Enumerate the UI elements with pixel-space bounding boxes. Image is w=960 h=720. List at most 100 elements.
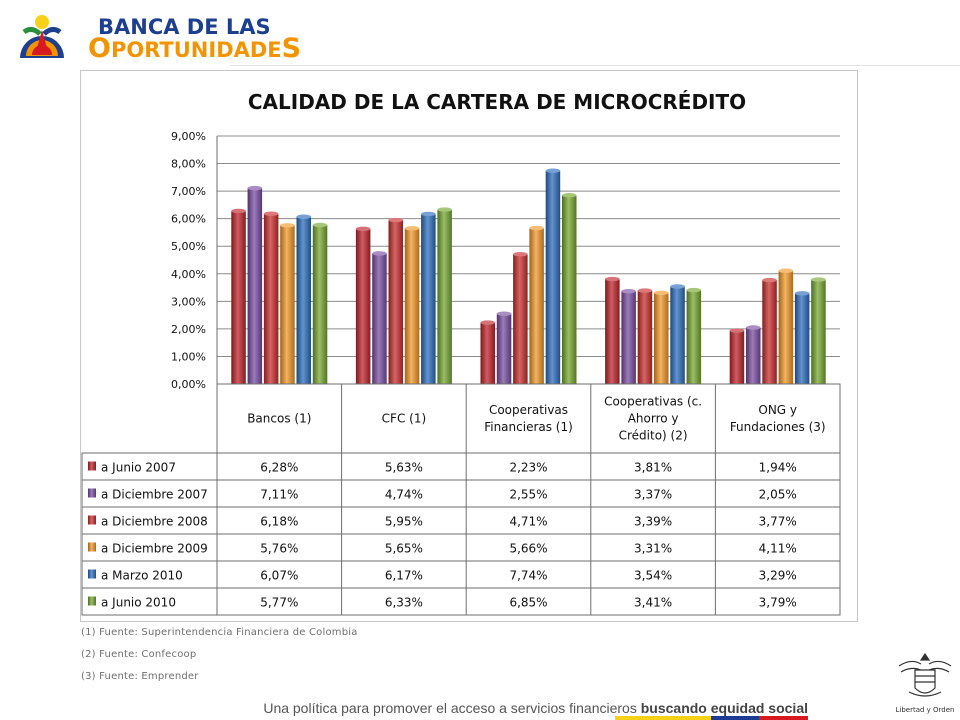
coat-of-arms-seal: Libertad y Orden — [896, 652, 955, 714]
bar — [545, 170, 561, 384]
bar-cap — [372, 251, 387, 256]
table-cell: 4,71% — [509, 515, 547, 529]
bar — [355, 228, 371, 384]
bar — [529, 228, 544, 384]
table-cell: 2,05% — [759, 488, 797, 502]
y-tick-label: 4,00% — [171, 268, 206, 281]
bar-cap — [496, 311, 512, 316]
table-cell: 5,65% — [385, 542, 423, 556]
bar — [811, 279, 826, 384]
bar-cap — [355, 226, 371, 232]
table-cell: 3,81% — [634, 461, 672, 475]
bar — [778, 270, 794, 384]
bar — [480, 322, 495, 384]
category-label: Bancos (1) — [247, 412, 311, 426]
chart-frame — [80, 70, 858, 622]
category-label: CFC (1) — [382, 412, 426, 426]
table-cell: 6,85% — [509, 596, 547, 610]
table-cell: 6,07% — [260, 569, 298, 583]
table-cell: 5,95% — [385, 515, 423, 529]
bar — [280, 225, 295, 384]
table-cell: 3,54% — [634, 569, 672, 583]
slogan-text: Una política para promover el acceso a s… — [263, 700, 641, 716]
bar — [794, 293, 810, 384]
y-tick-label: 3,00% — [171, 295, 206, 308]
bar-cap — [247, 185, 263, 191]
bar — [605, 279, 620, 384]
legend-swatch — [88, 542, 96, 552]
bar — [372, 253, 387, 384]
bar — [421, 213, 436, 384]
logo-line2-first: O — [88, 33, 111, 62]
bar-cap — [437, 207, 452, 212]
logo-emblem-icon — [20, 15, 64, 58]
bar — [729, 330, 745, 384]
table-cell: 2,23% — [509, 461, 547, 475]
condor-icon — [898, 652, 952, 697]
y-tick-label: 5,00% — [171, 240, 206, 253]
banca-oportunidades-logo: BANCA DE LAS OPORTUNIDADES — [20, 15, 301, 62]
bar-cap — [621, 288, 636, 294]
bar-cap — [388, 217, 403, 223]
slogan: Una política para promover el acceso a s… — [0, 700, 808, 716]
bar — [296, 216, 311, 384]
bar — [513, 254, 528, 384]
bar — [654, 292, 669, 384]
bar-cap — [637, 288, 653, 293]
flag-colors-bar — [615, 716, 808, 720]
bar-cap — [605, 276, 620, 282]
bar-cap — [778, 268, 794, 273]
bar — [562, 195, 577, 384]
table-cell: 7,74% — [509, 569, 547, 583]
bar — [247, 188, 263, 384]
bar-cap — [263, 211, 279, 216]
bar — [263, 213, 279, 384]
bar-cap — [296, 214, 311, 219]
bar — [312, 225, 328, 384]
legend-label: a Diciembre 2008 — [101, 515, 208, 529]
legend-label: a Junio 2007 — [101, 461, 176, 475]
table-cell: 3,39% — [634, 515, 672, 529]
legend-label: a Diciembre 2007 — [101, 488, 208, 502]
logo-line1: BANCA DE LAS — [98, 15, 271, 39]
table-cell: 7,11% — [260, 488, 298, 502]
bar-cap — [811, 277, 826, 282]
bar-cap — [312, 222, 328, 228]
table-cell: 6,18% — [260, 515, 298, 529]
table-cell: 6,17% — [385, 569, 423, 583]
category-label: Cooperativas (c. Ahorro y Crédito) (2) — [604, 395, 702, 443]
table-cell: 3,37% — [634, 488, 672, 502]
seal-caption: Libertad y Orden — [896, 706, 955, 714]
bar-cap — [562, 193, 577, 198]
table-cell: 4,11% — [759, 542, 797, 556]
bar — [762, 280, 777, 384]
table-cell: 2,55% — [509, 488, 547, 502]
y-tick-label: 2,00% — [171, 323, 206, 336]
bar — [621, 291, 636, 384]
y-tick-label: 8,00% — [171, 158, 206, 171]
table-cell: 3,77% — [759, 515, 797, 529]
y-tick-label: 7,00% — [171, 185, 206, 198]
table-cell: 4,74% — [385, 488, 423, 502]
table-cell: 5,77% — [260, 596, 298, 610]
legend-label: a Marzo 2010 — [101, 569, 183, 583]
legend-swatch — [88, 569, 96, 579]
y-tick-label: 1,00% — [171, 350, 206, 363]
table-cell: 3,29% — [759, 569, 797, 583]
bar-cap — [729, 328, 745, 333]
bar — [388, 220, 403, 384]
bar-cap — [421, 211, 436, 217]
chart-title: CALIDAD DE LA CARTERA DE MICROCRÉDITO — [248, 90, 746, 114]
y-tick-label: 9,00% — [171, 130, 206, 143]
legend-swatch — [88, 461, 96, 471]
bar — [404, 228, 420, 384]
bar-cap — [670, 284, 685, 289]
footnote-1: (1) Fuente: Superintendencia Financiera … — [81, 627, 358, 638]
bar-cap — [545, 168, 561, 173]
logo-line2-last: S — [282, 33, 301, 62]
table-cell: 6,28% — [260, 461, 298, 475]
bar-cap — [762, 277, 777, 283]
legend-label: a Junio 2010 — [101, 596, 176, 610]
table-cell: 3,31% — [634, 542, 672, 556]
